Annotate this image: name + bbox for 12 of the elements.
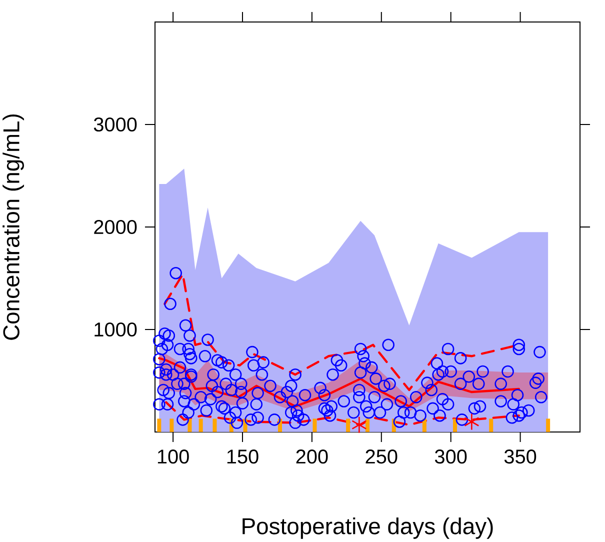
x-tick-label: 300	[434, 450, 467, 464]
y-tick-label: 3000	[94, 117, 137, 132]
x-tick-label: 350	[504, 450, 536, 464]
y-axis-title: Concentration (ng/mL)	[2, 114, 24, 340]
x-tick-label: 100	[158, 450, 189, 464]
x-tick-label: 150	[227, 450, 258, 464]
y-tick-label: 2000	[94, 220, 137, 234]
y-tick-label: 1000	[94, 322, 137, 337]
x-axis-title: Postoperative days (day)	[242, 518, 493, 539]
line-series	[158, 357, 520, 408]
x-tick-label: 200	[296, 450, 328, 464]
x-tick-label: 250	[366, 450, 398, 464]
